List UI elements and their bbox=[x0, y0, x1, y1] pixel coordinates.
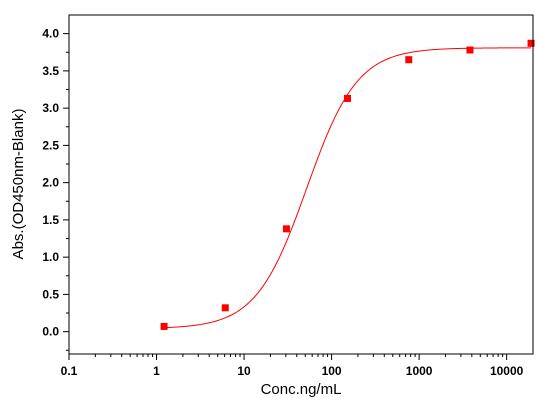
x-tick-label: 10 bbox=[237, 364, 251, 378]
y-tick-label: 1.0 bbox=[42, 250, 59, 264]
x-axis-title: Conc.ng/mL bbox=[261, 381, 342, 398]
plot-frame bbox=[68, 14, 534, 355]
y-tick-label: 0.0 bbox=[42, 325, 59, 339]
y-axis-title: Abs.(OD450nm-Blank) bbox=[10, 109, 27, 260]
data-point bbox=[160, 322, 168, 330]
y-tick-label: 3.0 bbox=[42, 101, 59, 115]
x-tick-label: 10000 bbox=[490, 364, 524, 378]
y-tick-label: 1.5 bbox=[42, 213, 59, 227]
y-tick-label: 4.0 bbox=[42, 27, 59, 41]
data-point bbox=[466, 46, 474, 54]
data-point bbox=[344, 94, 352, 102]
tick-labels: 0.1 1 10 100 1000 10000 0.0 0.5 1.0 1.5 2.0 2.5 3.0 3… bbox=[42, 27, 523, 378]
data-point bbox=[282, 225, 290, 233]
x-tick-label: 0.1 bbox=[61, 364, 78, 378]
y-tick-label: 0.5 bbox=[42, 287, 59, 301]
x-tick-label: 1 bbox=[153, 364, 160, 378]
data-point bbox=[221, 304, 229, 312]
data-point bbox=[527, 39, 535, 47]
y-tick-label: 2.0 bbox=[42, 176, 59, 190]
y-tick-label: 3.5 bbox=[42, 64, 59, 78]
y-tick-label: 2.5 bbox=[42, 138, 59, 152]
data-points bbox=[160, 39, 535, 330]
x-tick-label: 100 bbox=[322, 364, 342, 378]
x-tick-label: 1000 bbox=[406, 364, 433, 378]
data-point bbox=[405, 56, 413, 64]
